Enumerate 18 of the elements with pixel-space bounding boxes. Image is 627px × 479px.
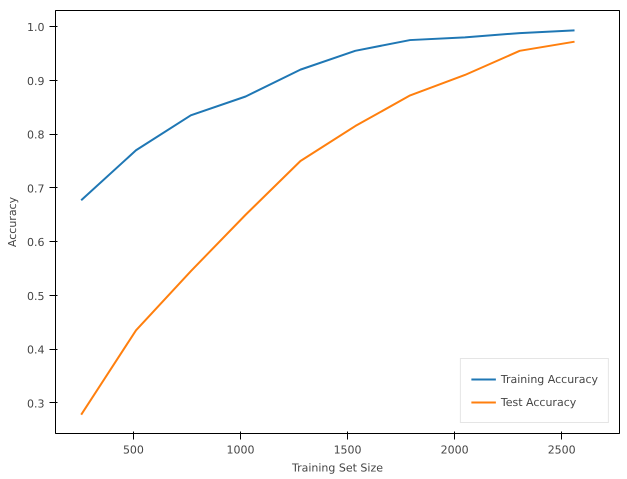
- x-tick-label: 1000: [226, 444, 255, 456]
- y-tick-label: 0.9: [27, 74, 45, 88]
- legend-label: Test Accuracy: [500, 396, 576, 408]
- y-tick-label: 0.3: [27, 397, 45, 410]
- x-tick-label: 1500: [334, 444, 362, 456]
- x-tick-label: 2000: [440, 444, 469, 456]
- y-axis-title: Accuracy: [6, 196, 20, 248]
- x-axis-title: Training Set Size: [290, 462, 384, 474]
- y-tick-label: 1.0: [27, 21, 45, 34]
- y-tick-label: 0.6: [27, 236, 45, 250]
- y-tick-label: 0.8: [27, 128, 45, 142]
- x-tick-label: 500: [122, 444, 144, 456]
- y-tick-label: 0.5: [27, 290, 45, 303]
- line-series: [80, 29, 576, 202]
- y-tick-label: 0.7: [27, 182, 45, 196]
- y-tick-label: 0.4: [27, 344, 45, 357]
- x-tick-label: 2500: [548, 444, 576, 456]
- legend-label: Training Accuracy: [500, 372, 598, 386]
